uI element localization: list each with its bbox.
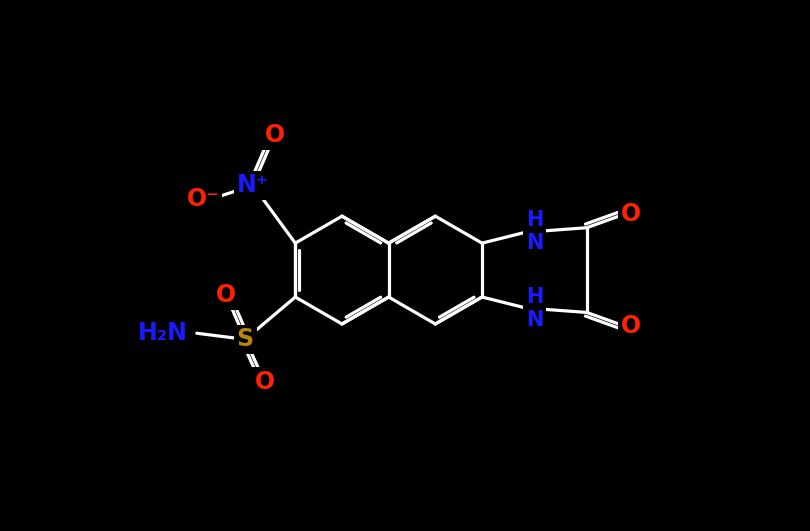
Text: O: O [621,202,642,226]
Text: O: O [216,282,236,307]
Text: O⁻: O⁻ [186,187,220,211]
Text: H₂N: H₂N [138,321,187,345]
Text: S: S [237,328,254,352]
Text: N⁺: N⁺ [237,174,269,198]
Text: H
N: H N [526,287,543,330]
Text: O: O [264,123,284,147]
Text: O: O [621,314,642,338]
Text: H
N: H N [526,210,543,253]
Text: O: O [254,370,275,393]
